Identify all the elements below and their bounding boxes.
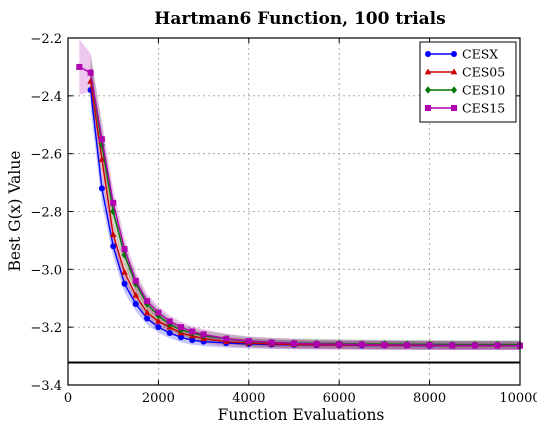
data-point <box>200 331 207 338</box>
x-tick-label: 2000 <box>142 391 175 406</box>
y-tick-label: −3.2 <box>30 321 62 336</box>
data-point <box>98 136 105 143</box>
legend-label: CES10 <box>462 83 505 98</box>
legend-label: CES15 <box>462 101 505 116</box>
legend: CESX CES05 CES10 CES15 <box>419 41 517 123</box>
data-point <box>313 340 320 347</box>
data-point <box>132 291 140 298</box>
data-point <box>144 298 151 305</box>
data-point <box>291 340 297 347</box>
data-point <box>109 231 117 238</box>
data-point <box>358 341 365 348</box>
legend-marker <box>450 68 458 75</box>
data-point <box>98 156 106 162</box>
legend-marker <box>451 105 457 111</box>
data-point <box>110 199 117 206</box>
x-tick-label: 4000 <box>232 391 265 406</box>
data-point <box>223 335 230 342</box>
data-point <box>245 338 252 345</box>
legend-marker <box>425 51 431 57</box>
legend-label: CES05 <box>462 65 505 80</box>
y-tick-label: −2.8 <box>30 206 62 221</box>
data-point <box>87 69 94 76</box>
data-point <box>132 277 139 284</box>
data-point <box>155 324 162 331</box>
legend-marker <box>425 86 431 94</box>
data-point <box>155 317 162 324</box>
data-point <box>76 63 83 70</box>
legend-marker <box>451 51 457 57</box>
data-point <box>178 324 184 331</box>
x-tick-label: 6000 <box>323 391 356 406</box>
legend-marker <box>451 86 457 94</box>
data-point <box>449 342 456 349</box>
y-tick-label: −2.2 <box>30 32 62 47</box>
y-tick-label: −2.4 <box>30 90 62 105</box>
data-point <box>426 342 433 349</box>
x-tick-label: 10000 <box>499 391 537 406</box>
series-line <box>78 66 521 347</box>
y-tick-label: −3.4 <box>30 379 62 394</box>
data-point <box>155 309 162 316</box>
data-point <box>144 315 151 322</box>
series-group <box>76 63 524 349</box>
x-axis-label: Function Evaluations <box>218 406 385 424</box>
y-axis-label: Best G(x) Value <box>6 151 24 272</box>
legend-label: CESX <box>462 47 498 62</box>
x-tick-label: 8000 <box>413 391 446 406</box>
y-tick-label: −3.0 <box>30 263 62 278</box>
grid <box>68 38 520 385</box>
data-point <box>143 309 151 316</box>
data-point <box>166 318 173 325</box>
legend-marker <box>425 105 431 111</box>
data-point <box>404 342 410 349</box>
y-tick-label: −2.6 <box>30 148 62 163</box>
data-point <box>121 268 128 275</box>
data-point <box>268 339 275 346</box>
x-tick-label: 0 <box>64 391 72 406</box>
data-point <box>121 246 128 253</box>
data-point <box>494 342 501 349</box>
data-point <box>189 337 196 344</box>
data-point <box>132 301 139 308</box>
data-point <box>471 342 478 349</box>
data-point <box>166 329 173 336</box>
ticks: 0 2000 4000 6000 8000 10000 −3.4 −3.2 −3.0 −2.8 −2… <box>30 32 537 406</box>
legend-marker <box>424 68 432 75</box>
data-point <box>336 341 343 348</box>
data-point <box>189 328 196 335</box>
data-point <box>110 243 117 250</box>
data-point <box>121 280 128 287</box>
data-point <box>98 185 105 192</box>
data-point <box>381 341 388 348</box>
data-point <box>178 334 184 341</box>
chart-title: Hartman6 Function, 100 trials <box>154 9 445 29</box>
series-ces15 <box>76 63 523 349</box>
